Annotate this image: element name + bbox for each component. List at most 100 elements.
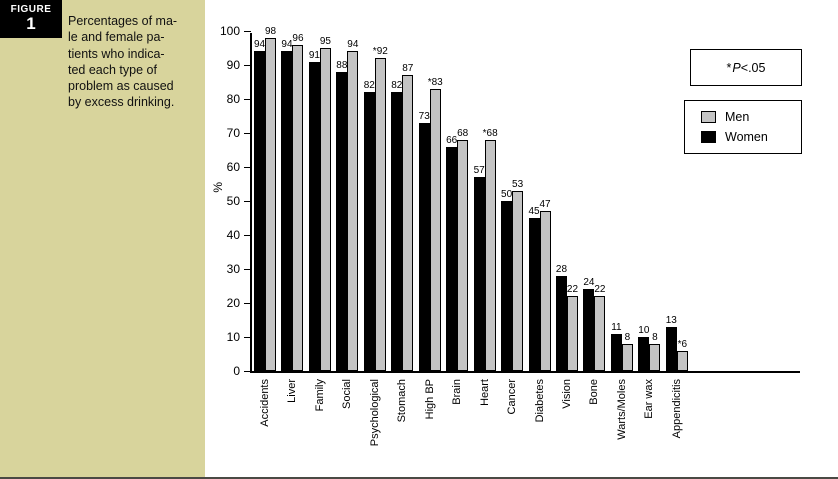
bar-value-label: 8 xyxy=(652,331,658,343)
legend-label: Men xyxy=(725,110,750,124)
significance-note-box: * P <.05 xyxy=(690,49,802,86)
bar-group: 13 *6 Appendicitis xyxy=(666,315,688,438)
bar-group: 24 22 Bone xyxy=(583,278,605,405)
category-label-text: Diabetes xyxy=(533,379,546,423)
bar-women: 50 xyxy=(501,190,512,371)
bar-women: 10 xyxy=(638,326,649,371)
bar-men: 8 xyxy=(621,332,633,371)
category-label: Cancer xyxy=(506,379,518,414)
bar-men: *68 xyxy=(483,128,498,371)
y-tick-mark xyxy=(244,336,251,338)
figure-label-box: FIGURE 1 xyxy=(0,0,62,38)
bar-group: 73 *83 High BP xyxy=(419,77,443,419)
bar-group: 10 8 Ear wax xyxy=(638,326,661,419)
bar-value-label: 88 xyxy=(336,59,348,71)
bar-value-label: 57 xyxy=(473,165,485,177)
bar-men: 22 xyxy=(567,285,578,371)
bar-men: 8 xyxy=(649,332,661,371)
caption-line: ted each type of xyxy=(68,62,157,77)
category-label-text: Accidents xyxy=(259,379,271,427)
caption-line: le and female pa- xyxy=(68,30,165,45)
category-label-text: Liver xyxy=(286,379,299,403)
category-label: Psychological xyxy=(369,379,381,446)
bar-men: 98 xyxy=(265,26,276,371)
legend-swatch xyxy=(701,131,716,143)
bar-group: 91 95 Family xyxy=(309,37,331,412)
y-tick-mark xyxy=(244,200,251,202)
figure-tag: FIGURE xyxy=(10,4,52,16)
bar-women: 28 xyxy=(556,264,567,371)
bar-women: 88 xyxy=(336,60,347,371)
figure-caption-panel: FIGURE 1 Percentages of ma- le and femal… xyxy=(0,0,205,477)
legend-entry: Men xyxy=(701,110,801,124)
caption-line: Percentages of ma- xyxy=(68,14,178,28)
category-label: Liver xyxy=(286,379,298,403)
bar-men: 53 xyxy=(512,179,523,371)
bar-women: 11 xyxy=(610,322,622,371)
bar-women: 91 xyxy=(309,50,320,371)
category-label-text: Stomach xyxy=(396,379,409,423)
y-tick-mark xyxy=(244,98,251,100)
bar-value-label: 95 xyxy=(319,36,331,47)
bar-women: 82 xyxy=(391,81,402,371)
significance-p: P xyxy=(732,60,741,75)
bar-group: 82 *92 Psychological xyxy=(364,47,388,447)
legend-entry: Women xyxy=(701,130,801,144)
bar-men: *83 xyxy=(428,77,443,371)
bars-row: 94 98 Accidents 94 96 Liver 91 95 Family 88 94 Soci… xyxy=(254,26,688,447)
figure-number: 1 xyxy=(26,14,36,34)
bar-men: 96 xyxy=(292,33,304,371)
bar-women: 45 xyxy=(528,207,540,371)
bar-value-label: 24 xyxy=(583,277,595,289)
bar-men: *92 xyxy=(373,47,388,371)
caption-line: tients who indica- xyxy=(68,46,165,61)
bar-value-label: 22 xyxy=(566,284,579,296)
caption-line: by excess drinking. xyxy=(68,95,175,110)
bar-women: 94 xyxy=(254,40,265,371)
bar-value-label: 45 xyxy=(528,206,540,217)
category-label: Brain xyxy=(451,379,463,405)
bar-men: *6 xyxy=(676,339,688,371)
legend-swatch xyxy=(701,111,716,123)
figure-caption: Percentages of ma- le and female pa- tie… xyxy=(68,13,198,111)
legend-label: Women xyxy=(725,130,768,144)
category-label-text: Brain xyxy=(451,379,464,405)
plot-area: % 94 98 Accidents 94 96 Liver 91 95 Family 88 94 So… xyxy=(211,25,800,447)
y-tick-label: 10 xyxy=(226,330,240,344)
y-tick-mark xyxy=(244,268,251,270)
bar-women: 57 xyxy=(474,166,485,371)
bar-men: 95 xyxy=(320,37,331,371)
bar-value-label: 82 xyxy=(391,80,403,92)
bar-group: 11 8 Warts/Moles xyxy=(610,322,633,440)
y-tick-label: 40 xyxy=(226,228,240,242)
bar-women: 94 xyxy=(281,40,293,371)
bar-value-label: 94 xyxy=(253,39,266,51)
bar-women: 73 xyxy=(419,111,430,371)
category-label-text: Ear wax xyxy=(643,379,656,419)
bar-value-label: 53 xyxy=(512,178,524,190)
category-label-text: Family xyxy=(313,379,326,412)
y-tick-mark xyxy=(244,132,251,134)
significance-value: <.05 xyxy=(740,60,766,75)
bar-group: 94 96 Liver xyxy=(281,33,304,403)
bar-group: 28 22 Vision xyxy=(556,264,578,408)
y-tick-label: 30 xyxy=(226,262,240,276)
bar-men: 68 xyxy=(457,128,468,371)
bar-women: 66 xyxy=(446,135,457,371)
category-label: Bone xyxy=(588,379,600,405)
caption-line: problem as caused xyxy=(68,79,174,93)
y-axis-title: % xyxy=(211,181,225,193)
bar-women: 13 xyxy=(666,315,677,371)
bar-women: 82 xyxy=(364,81,375,371)
y-tick-label: 50 xyxy=(226,194,240,208)
category-label-text: Social xyxy=(341,379,354,409)
bar-group: 82 87 Stomach xyxy=(391,64,413,423)
bar-value-label: 94 xyxy=(347,39,359,51)
category-label: High BP xyxy=(424,379,436,419)
legend-box: Men Women xyxy=(684,100,802,154)
bar-men: 47 xyxy=(539,200,551,371)
bar-value-label: 22 xyxy=(594,284,606,296)
bar-value-label: 73 xyxy=(418,110,430,122)
category-label-text: Cancer xyxy=(506,379,519,415)
